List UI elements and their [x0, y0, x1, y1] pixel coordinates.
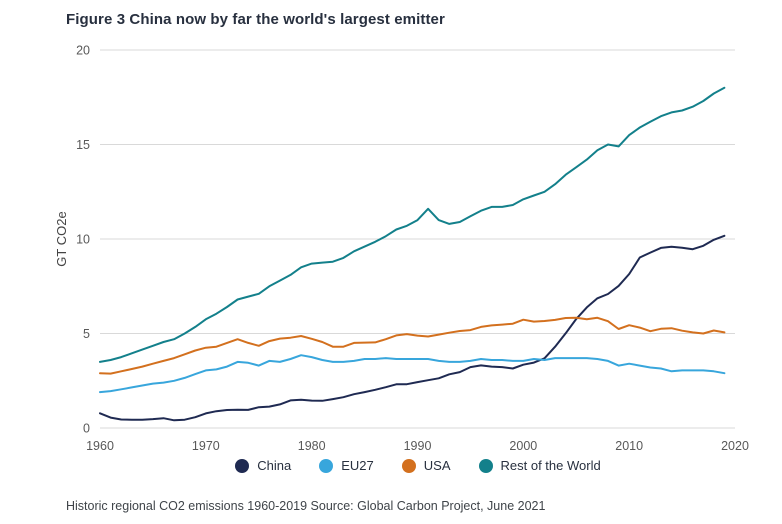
series-line-rest-of-the-world: [99, 86, 726, 363]
y-tick-label: 15: [76, 138, 90, 152]
legend-label: EU27: [341, 458, 374, 473]
x-tick-label: 1960: [86, 439, 114, 453]
series-line-china: [99, 234, 726, 422]
legend-item-china: China: [235, 458, 291, 473]
y-tick-label: 5: [83, 327, 90, 341]
y-tick-label: 20: [76, 44, 90, 58]
x-tick-label: 2000: [509, 439, 537, 453]
y-tick-label: 0: [83, 422, 90, 436]
x-tick-label: 2020: [721, 439, 749, 453]
legend-dot-icon: [235, 458, 250, 473]
y-tick-label: 10: [76, 233, 90, 247]
chart-legend: China EU27 USA Rest of the World: [100, 458, 736, 473]
x-tick-label: 1970: [192, 439, 220, 453]
legend-item-usa: USA: [401, 458, 451, 473]
legend-label: Rest of the World: [500, 458, 601, 473]
legend-dot-icon: [401, 458, 416, 473]
legend-item-eu27: EU27: [319, 458, 374, 473]
series-line-eu27: [99, 354, 726, 394]
emissions-line-chart: 0 5 10 15 20 1960 1970 1980 1990 2000 2010 2020 GT C…: [54, 44, 749, 454]
x-tick-label: 2010: [615, 439, 643, 453]
x-tick-label: 1990: [404, 439, 432, 453]
legend-dot-icon: [319, 458, 334, 473]
y-axis-title: GT CO2e: [54, 211, 69, 266]
legend-label: China: [257, 458, 292, 473]
series-line-usa: [99, 316, 726, 375]
legend-label: USA: [423, 458, 451, 473]
legend-dot-icon: [478, 458, 493, 473]
source-caption: Historic regional CO2 emissions 1960-201…: [66, 499, 546, 513]
legend-item-rest-of-the-world: Rest of the World: [478, 458, 601, 473]
figure-title: Figure 3 China now by far the world's la…: [66, 11, 445, 28]
x-tick-label: 1980: [298, 439, 326, 453]
